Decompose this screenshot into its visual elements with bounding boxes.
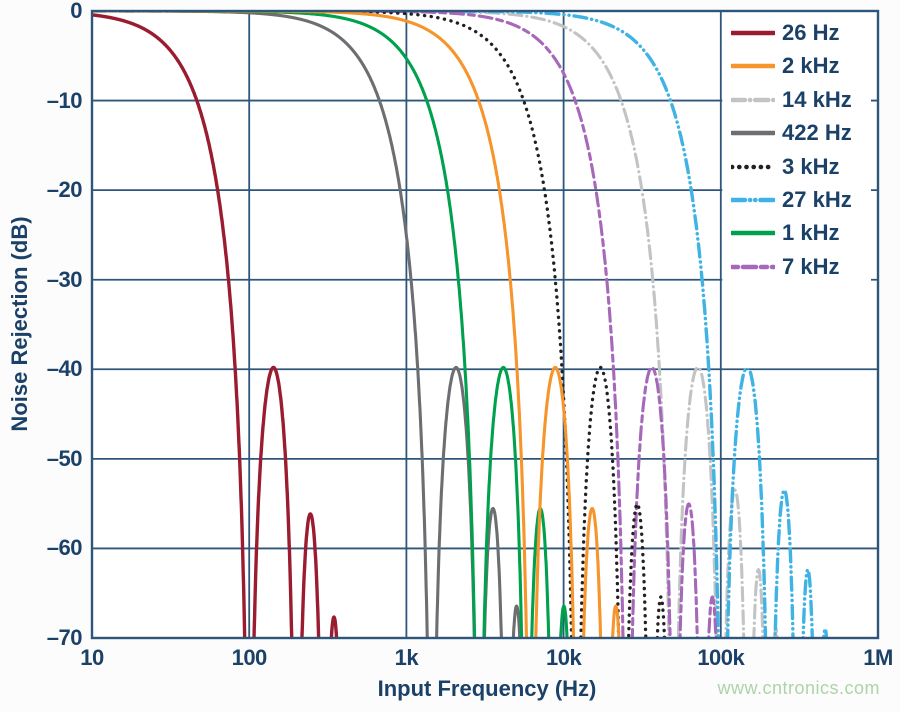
legend-swatch-422-hz	[731, 130, 775, 136]
x-tick-1k: 1k	[394, 645, 419, 670]
y-tick-neg40: –40	[46, 356, 83, 382]
legend-label-26-hz: 26 Hz	[782, 20, 840, 45]
legend-swatch-7-khz	[731, 264, 775, 270]
legend-item-2-khz: 2 kHz	[731, 52, 839, 80]
y-tick-neg50: –50	[46, 445, 83, 471]
plot-frame	[90, 9, 880, 640]
curve-26-hz	[92, 13, 339, 638]
y-tick-neg10: –10	[46, 87, 83, 113]
x-tick-100k: 100k	[697, 645, 745, 670]
legend-swatch-2-khz	[731, 64, 775, 69]
legend-label-27-khz: 27 kHz	[782, 187, 852, 212]
legend-swatch-3-khz	[731, 164, 775, 169]
legend-swatch-26-hz	[731, 30, 775, 36]
legend-item-3-khz: 3 kHz	[731, 153, 839, 181]
legend-item-422-hz: 422 Hz	[731, 119, 852, 147]
legend-swatch-1-khz	[731, 231, 775, 236]
legend-item-1-khz: 1 kHz	[731, 219, 839, 247]
y-tick-neg60: –60	[46, 535, 83, 561]
legend-swatch-14-khz	[731, 97, 775, 103]
legend-item-26-hz: 26 Hz	[731, 19, 839, 47]
curve-2-khz	[92, 11, 621, 638]
legend-swatch-27-khz	[731, 197, 775, 203]
legend-label-1-khz: 1 kHz	[782, 220, 840, 246]
y-tick-neg20: –20	[46, 177, 83, 203]
x-tick-1m: 1M	[863, 645, 893, 670]
legend-item-27-khz: 27 kHz	[731, 186, 852, 214]
y-tick-neg70: –70	[46, 625, 83, 650]
curve-1-khz	[92, 11, 569, 638]
legend-label-7-khz: 7 kHz	[782, 253, 840, 279]
y-tick-0: 0	[70, 0, 82, 23]
x-tick-10: 10	[80, 645, 104, 670]
legend-label-422-hz: 422 Hz	[782, 120, 852, 146]
watermark-text: www.cntronics.com	[717, 678, 880, 698]
legend-item-14-khz: 14 kHz	[731, 86, 852, 114]
y-axis-label: Noise Rejection (dB)	[7, 216, 32, 432]
x-tick-10k: 10k	[545, 645, 582, 670]
legend-label-2-khz: 2 kHz	[782, 53, 840, 79]
legend-label-3-khz: 3 kHz	[782, 153, 840, 179]
x-tick-100: 100	[231, 645, 268, 670]
legend-background	[722, 12, 871, 369]
y-tick-neg30: –30	[46, 266, 83, 292]
legend-item-7-khz: 7 kHz	[731, 253, 839, 281]
legend-label-14-khz: 14 kHz	[782, 86, 852, 112]
x-axis-label: Input Frequency (Hz)	[377, 676, 597, 701]
